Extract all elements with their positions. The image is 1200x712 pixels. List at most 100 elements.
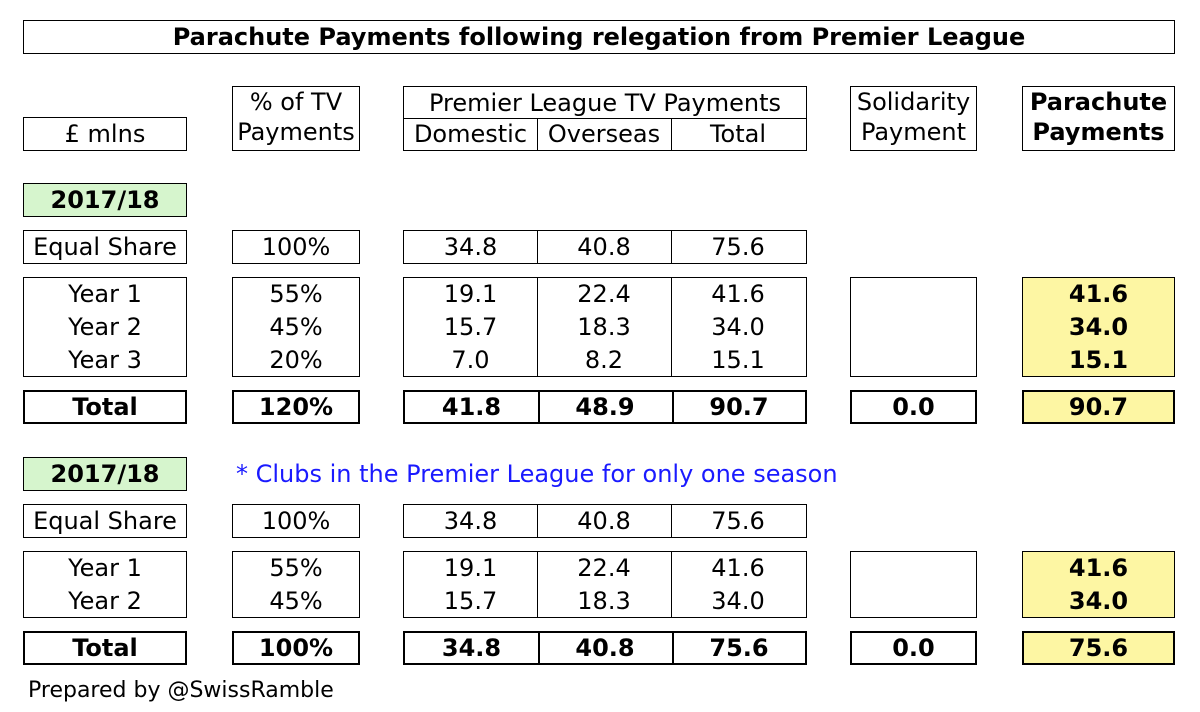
- total-pct: 100%: [258, 634, 334, 662]
- equal-share-overseas: 40.8: [577, 507, 631, 535]
- equal-share-pct: 100%: [261, 233, 331, 261]
- total-label: Total: [72, 634, 138, 662]
- list-item: 55%: [269, 554, 323, 582]
- equal-share-tv-box: 34.8 40.8 75.6: [403, 230, 807, 264]
- table-cell: 22.4: [577, 554, 631, 582]
- units-label: £ mlns: [64, 120, 146, 148]
- table-cell: 22.4: [577, 280, 631, 308]
- total-pct-box-2: 100%: [232, 631, 360, 665]
- list-item: 20%: [269, 346, 323, 374]
- equal-share-label: Equal Share: [33, 233, 177, 261]
- total-parachute-box-2: 75.6: [1022, 631, 1175, 665]
- table-cell: 15.7: [443, 587, 498, 615]
- one-season-note: * Clubs in the Premier League for only o…: [236, 460, 838, 488]
- total-header: Total: [709, 120, 767, 148]
- table-cell: 34.0: [711, 587, 765, 615]
- list-item: Year 1: [68, 280, 142, 308]
- equal-share-overseas: 40.8: [577, 233, 631, 261]
- credit-text: Prepared by @SwissRamble: [28, 678, 334, 703]
- total-label-box: Total: [23, 390, 187, 424]
- years-parachute-box-2: 41.6 34.0: [1022, 551, 1175, 618]
- parachute-header-line1: Parachute: [1029, 88, 1168, 116]
- equal-share-label: Equal Share: [33, 507, 177, 535]
- list-item: 45%: [269, 587, 323, 615]
- list-item: 55%: [269, 280, 323, 308]
- years-tv-box: 19.1 15.7 7.0 22.4 18.3 8.2 41.6 34.0 15…: [403, 277, 807, 377]
- equal-share-pct: 100%: [261, 507, 331, 535]
- equal-share-total: 75.6: [711, 233, 765, 261]
- solidarity-header: Solidarity Payment: [850, 86, 977, 151]
- equal-share-domestic: 34.8: [443, 233, 498, 261]
- list-item: Year 2: [68, 587, 142, 615]
- parachute-header: Parachute Payments: [1022, 86, 1175, 151]
- years-label-box-2: Year 1 Year 2: [23, 551, 187, 618]
- equal-share-label-box-2: Equal Share: [23, 504, 187, 538]
- total-domestic: 41.8: [441, 393, 502, 421]
- table-cell: 18.3: [577, 587, 631, 615]
- pct-header-line2: Payments: [237, 118, 355, 146]
- total-parachute: 90.7: [1068, 393, 1129, 421]
- total-label-box-2: Total: [23, 631, 187, 665]
- solidarity-header-line2: Payment: [860, 118, 967, 146]
- domestic-header: Domestic: [413, 120, 528, 148]
- list-item: Year 1: [68, 554, 142, 582]
- years-parachute-box: 41.6 34.0 15.1: [1022, 277, 1175, 377]
- table-cell: 34.0: [1068, 313, 1129, 341]
- table-cell: 15.1: [1068, 346, 1129, 374]
- total-parachute-box: 90.7: [1022, 390, 1175, 424]
- pl-tv-group-label: Premier League TV Payments: [428, 89, 781, 117]
- years-solidarity-box-2: [850, 551, 977, 618]
- season-label: 2017/18: [50, 460, 160, 488]
- season-label: 2017/18: [50, 186, 160, 214]
- list-item: 45%: [269, 313, 323, 341]
- equal-share-pct-box: 100%: [232, 230, 360, 264]
- total-pct-box: 120%: [232, 390, 360, 424]
- total-tv-box-2: 34.8 40.8 75.6: [403, 631, 807, 665]
- total-tv-box: 41.8 48.9 90.7: [403, 390, 807, 424]
- season-badge-2: 2017/18: [23, 457, 187, 491]
- solidarity-header-line1: Solidarity: [856, 88, 971, 116]
- table-cell: 15.7: [443, 313, 498, 341]
- table-cell: 41.6: [711, 554, 765, 582]
- equal-share-pct-box-2: 100%: [232, 504, 360, 538]
- units-header: £ mlns: [23, 117, 187, 151]
- table-cell: 18.3: [577, 313, 631, 341]
- table-cell: 19.1: [443, 554, 498, 582]
- table-cell: 34.0: [1068, 587, 1129, 615]
- table-cell: 41.6: [1068, 280, 1129, 308]
- total-overseas: 48.9: [575, 393, 635, 421]
- total-parachute: 75.6: [1068, 634, 1129, 662]
- total-domestic: 34.8: [441, 634, 502, 662]
- equal-share-label-box: Equal Share: [23, 230, 187, 264]
- table-cell: 41.6: [711, 280, 765, 308]
- table-cell: 19.1: [443, 280, 498, 308]
- overseas-header: Overseas: [547, 120, 661, 148]
- table-cell: 15.1: [711, 346, 765, 374]
- season-badge-1: 2017/18: [23, 183, 187, 217]
- total-solidarity-box: 0.0: [850, 390, 977, 424]
- list-item: Year 3: [68, 346, 142, 374]
- table-cell: 34.0: [711, 313, 765, 341]
- years-pct-box: 55% 45% 20%: [232, 277, 360, 377]
- equal-share-tv-box-2: 34.8 40.8 75.6: [403, 504, 807, 538]
- title-box: Parachute Payments following relegation …: [23, 20, 1175, 54]
- years-pct-box-2: 55% 45%: [232, 551, 360, 618]
- table-cell: 41.6: [1068, 554, 1129, 582]
- total-pct: 120%: [258, 393, 334, 421]
- equal-share-domestic: 34.8: [443, 507, 498, 535]
- total-solidarity-box-2: 0.0: [850, 631, 977, 665]
- total-overseas: 40.8: [575, 634, 635, 662]
- table-cell: 7.0: [451, 346, 490, 374]
- pct-header-line1: % of TV: [249, 88, 343, 116]
- equal-share-total: 75.6: [711, 507, 765, 535]
- total-total: 75.6: [709, 634, 769, 662]
- total-solidarity: 0.0: [892, 393, 935, 421]
- total-total: 90.7: [709, 393, 769, 421]
- parachute-header-line2: Payments: [1032, 118, 1165, 146]
- pct-header: % of TV Payments: [232, 86, 360, 151]
- years-label-box: Year 1 Year 2 Year 3: [23, 277, 187, 377]
- pl-tv-header: Premier League TV Payments Domestic Over…: [403, 86, 807, 151]
- years-tv-box-2: 19.1 15.7 22.4 18.3 41.6 34.0: [403, 551, 807, 618]
- table-cell: 8.2: [584, 346, 624, 374]
- list-item: Year 2: [68, 313, 142, 341]
